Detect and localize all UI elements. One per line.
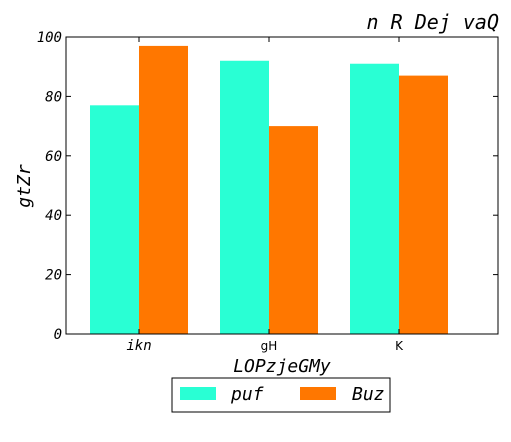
- y-tick-label: 100: [37, 30, 62, 46]
- y-axis-ticks: 0 20 40 60 80 100: [37, 30, 498, 343]
- y-tick-label: 80: [45, 89, 62, 105]
- y-axis-label: gtZr: [14, 164, 35, 208]
- x-axis-label: LOPzjeGMy: [233, 356, 331, 377]
- bar-puf-ikn: [90, 105, 139, 334]
- bar-buz-k: [399, 75, 448, 335]
- x-axis-ticks: ikn gH K: [126, 37, 404, 354]
- bar-puf-gh: [220, 60, 269, 334]
- bar-puf-k: [350, 63, 399, 334]
- legend: puf Buz: [171, 377, 391, 413]
- plot-area-frame: [65, 36, 499, 335]
- y-tick-label: 60: [45, 149, 62, 165]
- legend-label-puf: puf: [230, 384, 264, 405]
- legend-swatch-puf: [180, 387, 216, 400]
- y-tick-label: 0: [54, 327, 62, 343]
- legend-label-buz: Buz: [352, 384, 385, 405]
- bar-buz-ikn: [139, 45, 188, 334]
- bar-buz-gh: [269, 126, 318, 334]
- x-tick-label-k: K: [395, 339, 404, 353]
- legend-swatch-buz: [300, 387, 336, 400]
- x-tick-label-ikn: ikn: [126, 338, 151, 354]
- y-tick-label: 40: [45, 208, 62, 224]
- chart-title: n R Dej vaQ: [367, 10, 499, 34]
- bars-layer: [90, 45, 448, 335]
- x-tick-label-gh: gH: [261, 339, 278, 353]
- y-tick-label: 20: [45, 268, 62, 284]
